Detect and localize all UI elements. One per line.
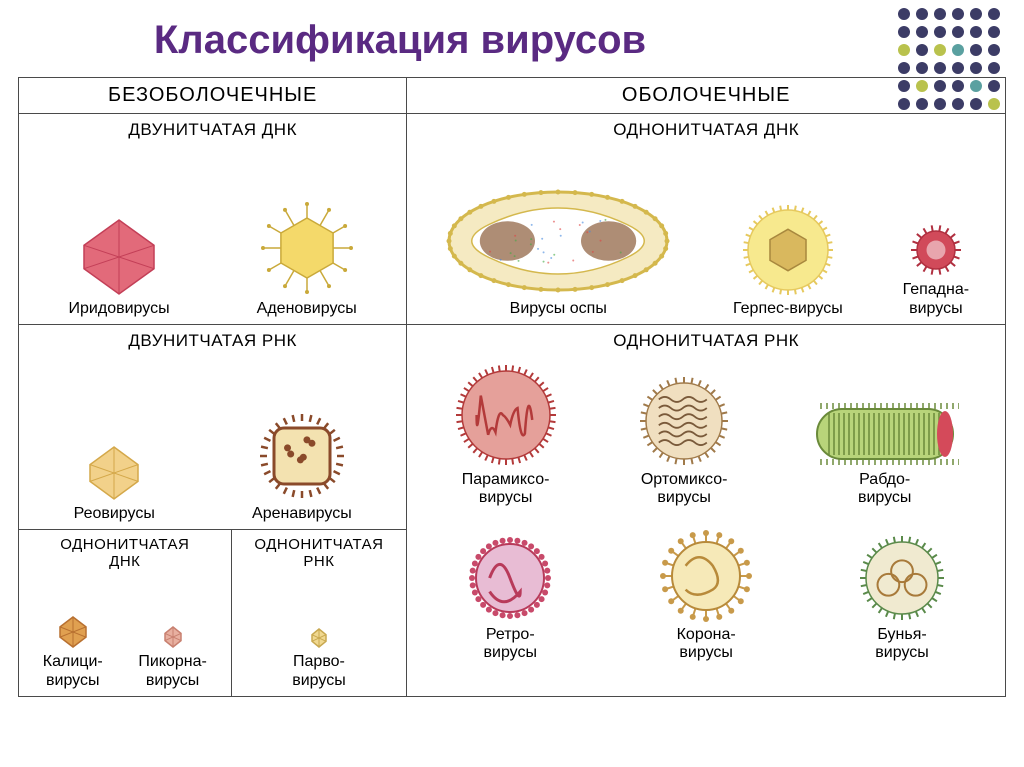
subheader-ssdna-nonenv: ОДНОНИТЧАТАЯ ДНК (19, 530, 231, 576)
irido-icon (80, 218, 158, 296)
virus-picorna: Пикорна- вирусы (138, 625, 206, 690)
virus-pox: Вирусы оспы (443, 186, 673, 318)
parvo-icon (308, 627, 330, 649)
virus-label: Калици- вирусы (43, 653, 103, 690)
virus-label: Пикорна- вирусы (138, 653, 206, 690)
virus-label: Корона- вирусы (677, 626, 736, 663)
virus-label: Иридовирусы (69, 300, 170, 318)
virus-irido: Иридовирусы (69, 218, 170, 318)
subheader-ssdna-env: ОДНОНИТЧАТАЯ ДНК (407, 114, 1005, 146)
virus-paramyxo: Парамиксо- вирусы (454, 363, 558, 508)
virus-label: Ортомиксо- вирусы (641, 471, 728, 508)
bunya-icon (858, 534, 946, 622)
virus-label: Вирусы оспы (510, 300, 607, 318)
subheader-ssrna-env: ОДНОНИТЧАТАЯ РНК (407, 325, 1005, 357)
corona-icon (660, 530, 752, 622)
virus-rhabdo: Рабдо- вирусы (811, 401, 959, 508)
herpes-icon (742, 204, 834, 296)
virus-label: Реовирусы (74, 505, 155, 523)
virus-arena: Аренавирусы (252, 411, 352, 523)
page-title: Классификация вирусов (40, 0, 760, 73)
hepadna-icon (909, 223, 963, 277)
subheader-ssrna-nonenv: ОДНОНИТЧАТАЯ РНК (232, 530, 407, 576)
virus-hepadna: Гепадна- вирусы (903, 223, 969, 318)
pox-icon (443, 186, 673, 296)
virus-reo: Реовирусы (74, 445, 155, 523)
header-nonenveloped: БЕЗОБОЛОЧЕЧНЫЕ (19, 78, 406, 113)
paramyxo-icon (454, 363, 558, 467)
virus-parvo: Парво- вирусы (292, 627, 345, 690)
calici-icon (56, 615, 90, 649)
virus-bunya: Бунья- вирусы (858, 534, 946, 663)
virus-herpes: Герпес-вирусы (733, 204, 843, 318)
virus-calici: Калици- вирусы (43, 615, 103, 690)
arena-icon (257, 411, 347, 501)
virus-orthomyxo: Ортомиксо- вирусы (638, 375, 730, 508)
virus-label: Ретро- вирусы (484, 626, 537, 663)
virus-corona: Корона- вирусы (660, 530, 752, 663)
orthomyxo-icon (638, 375, 730, 467)
retro-icon (466, 534, 554, 622)
virus-label: Рабдо- вирусы (858, 471, 911, 508)
adeno-icon (259, 200, 355, 296)
rhabdo-icon (811, 401, 959, 467)
virus-label: Герпес-вирусы (733, 300, 843, 318)
virus-retro: Ретро- вирусы (466, 534, 554, 663)
decor-dot-grid (898, 8, 1004, 114)
virus-label: Аденовирусы (257, 300, 357, 318)
virus-label: Бунья- вирусы (875, 626, 928, 663)
virus-label: Аренавирусы (252, 505, 352, 523)
classification-table: БЕЗОБОЛОЧЕЧНЫЕ ОБОЛОЧЕЧНЫЕ ДВУНИТЧАТАЯ Д… (18, 77, 1006, 697)
subheader-dsdna: ДВУНИТЧАТАЯ ДНК (19, 114, 406, 146)
virus-label: Парамиксо- вирусы (462, 471, 550, 508)
virus-label: Гепадна- вирусы (903, 281, 969, 318)
picorna-icon (161, 625, 185, 649)
virus-adeno: Аденовирусы (257, 200, 357, 318)
reo-icon (86, 445, 142, 501)
virus-label: Парво- вирусы (292, 653, 345, 690)
subheader-dsrna: ДВУНИТЧАТАЯ РНК (19, 325, 406, 357)
